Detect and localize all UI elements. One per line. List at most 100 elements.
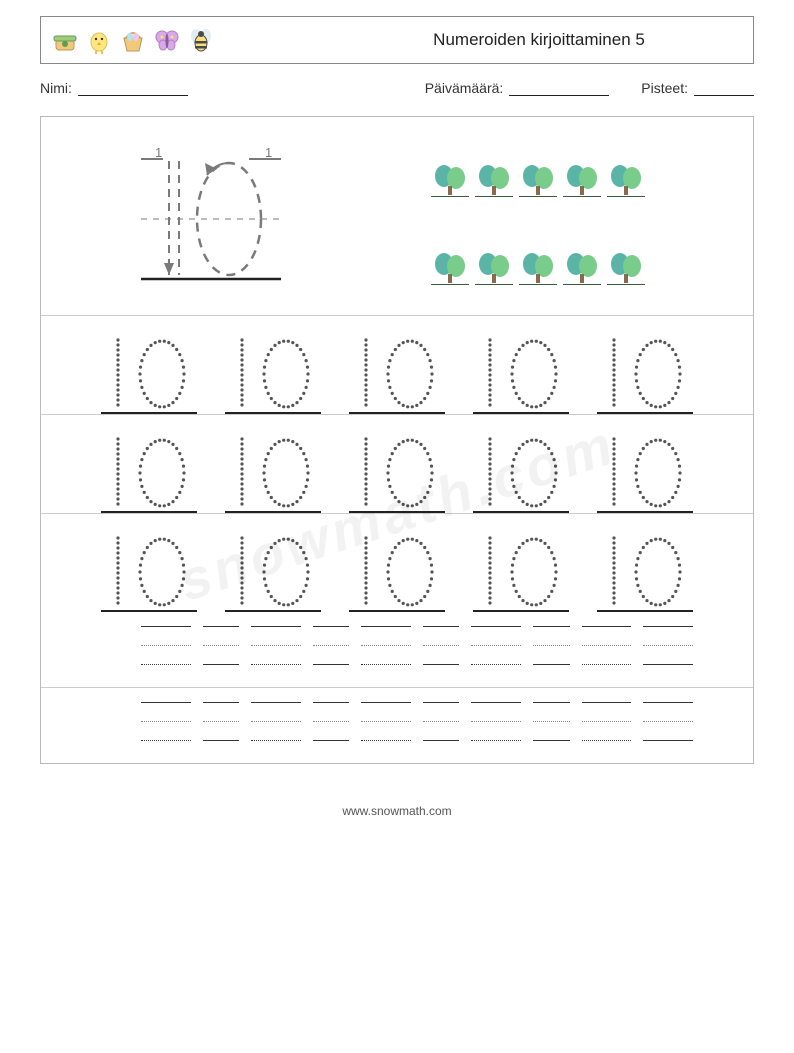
guide-line-segment — [203, 740, 239, 741]
svg-text:1: 1 — [155, 145, 162, 160]
tree-item — [563, 161, 601, 197]
guide-line-segment — [471, 664, 521, 665]
chick-icon — [85, 26, 113, 54]
guide-line-segment — [471, 645, 521, 646]
guide-line-segment — [471, 626, 521, 627]
practice-row[interactable] — [41, 688, 753, 763]
guide-line-segment — [203, 645, 239, 646]
svg-text:1: 1 — [265, 145, 272, 160]
trace-cell-10[interactable] — [101, 532, 197, 612]
guide-line-segment — [582, 740, 632, 741]
tree-item — [475, 161, 513, 197]
guide-line-segment — [203, 721, 239, 722]
guide-line-segment — [313, 664, 349, 665]
guide-line-segment — [471, 702, 521, 703]
guide-line-segment — [251, 721, 301, 722]
trace-cell-10[interactable] — [597, 532, 693, 612]
basket-icon — [119, 26, 147, 54]
number-demo-10: 1 1 — [121, 141, 311, 291]
guide-line-segment — [251, 664, 301, 665]
tree-row-1 — [431, 161, 645, 197]
guide-line-segment — [361, 645, 411, 646]
guide-line-segment — [533, 626, 569, 627]
guide-line-segment — [203, 626, 239, 627]
tree-item — [431, 249, 469, 285]
guide-line-segment — [313, 721, 349, 722]
score-label: Pisteet: — [641, 80, 688, 96]
worksheet-header: Numeroiden kirjoittaminen 5 — [40, 16, 754, 64]
guide-line-segment — [141, 702, 191, 703]
guide-line-segment — [141, 645, 191, 646]
trace-cell-10[interactable] — [225, 334, 321, 414]
trace-cell-10[interactable] — [349, 433, 445, 513]
guide-line-segment — [251, 740, 301, 741]
guide-line-segment — [423, 740, 459, 741]
guide-line-segment — [643, 702, 693, 703]
guide-line-segment — [203, 664, 239, 665]
tree-item — [519, 161, 557, 197]
trace-cell-10[interactable] — [349, 532, 445, 612]
practice-section — [41, 612, 753, 763]
guide-line-segment — [533, 645, 569, 646]
guide-line-segment — [313, 740, 349, 741]
guide-line-segment — [533, 721, 569, 722]
guide-line-segment — [423, 626, 459, 627]
guide-line-segment — [582, 645, 632, 646]
form-row: Nimi: Päivämäärä: Pisteet: — [40, 80, 754, 96]
trace-cell-10[interactable] — [101, 334, 197, 414]
guide-line-segment — [251, 626, 301, 627]
trace-cell-10[interactable] — [349, 334, 445, 414]
trees-column — [431, 161, 645, 285]
trace-cell-10[interactable] — [473, 334, 569, 414]
guide-line-segment — [361, 721, 411, 722]
trace-row — [41, 514, 753, 612]
guide-line-segment — [582, 664, 632, 665]
guide-line-segment — [141, 740, 191, 741]
guide-line-segment — [313, 702, 349, 703]
trace-cell-10[interactable] — [225, 433, 321, 513]
trace-cell-10[interactable] — [225, 532, 321, 612]
guide-line-segment — [203, 702, 239, 703]
guide-line-segment — [582, 702, 632, 703]
tree-item — [563, 249, 601, 285]
bee-icon — [187, 26, 215, 54]
guide-line-segment — [361, 702, 411, 703]
guide-line-segment — [423, 721, 459, 722]
guide-line-segment — [533, 740, 569, 741]
name-blank[interactable] — [78, 80, 188, 96]
guide-line-segment — [471, 721, 521, 722]
guide-line-segment — [643, 721, 693, 722]
practice-row[interactable] — [41, 612, 753, 688]
guide-line-segment — [423, 702, 459, 703]
name-label: Nimi: — [40, 80, 72, 96]
trace-cell-10[interactable] — [101, 433, 197, 513]
tree-row-2 — [431, 249, 645, 285]
trace-section — [41, 316, 753, 612]
pot-icon — [51, 26, 79, 54]
trace-cell-10[interactable] — [473, 532, 569, 612]
guide-line-segment — [643, 626, 693, 627]
trace-cell-10[interactable] — [597, 334, 693, 414]
guide-line-segment — [643, 645, 693, 646]
trace-row — [41, 415, 753, 514]
trace-row — [41, 316, 753, 415]
score-blank[interactable] — [694, 80, 754, 96]
tree-item — [475, 249, 513, 285]
guide-line-segment — [141, 664, 191, 665]
trace-cell-10[interactable] — [473, 433, 569, 513]
demo-row: 1 1 — [41, 117, 753, 316]
guide-line-segment — [423, 664, 459, 665]
trace-cell-10[interactable] — [597, 433, 693, 513]
guide-line-segment — [582, 721, 632, 722]
guide-line-segment — [361, 664, 411, 665]
date-label: Päivämäärä: — [425, 80, 504, 96]
guide-line-segment — [251, 645, 301, 646]
guide-line-segment — [533, 702, 569, 703]
tree-item — [519, 249, 557, 285]
guide-line-segment — [643, 664, 693, 665]
guide-line-segment — [582, 626, 632, 627]
header-icons — [51, 26, 215, 54]
guide-line-segment — [251, 702, 301, 703]
tree-item — [607, 161, 645, 197]
date-blank[interactable] — [509, 80, 609, 96]
